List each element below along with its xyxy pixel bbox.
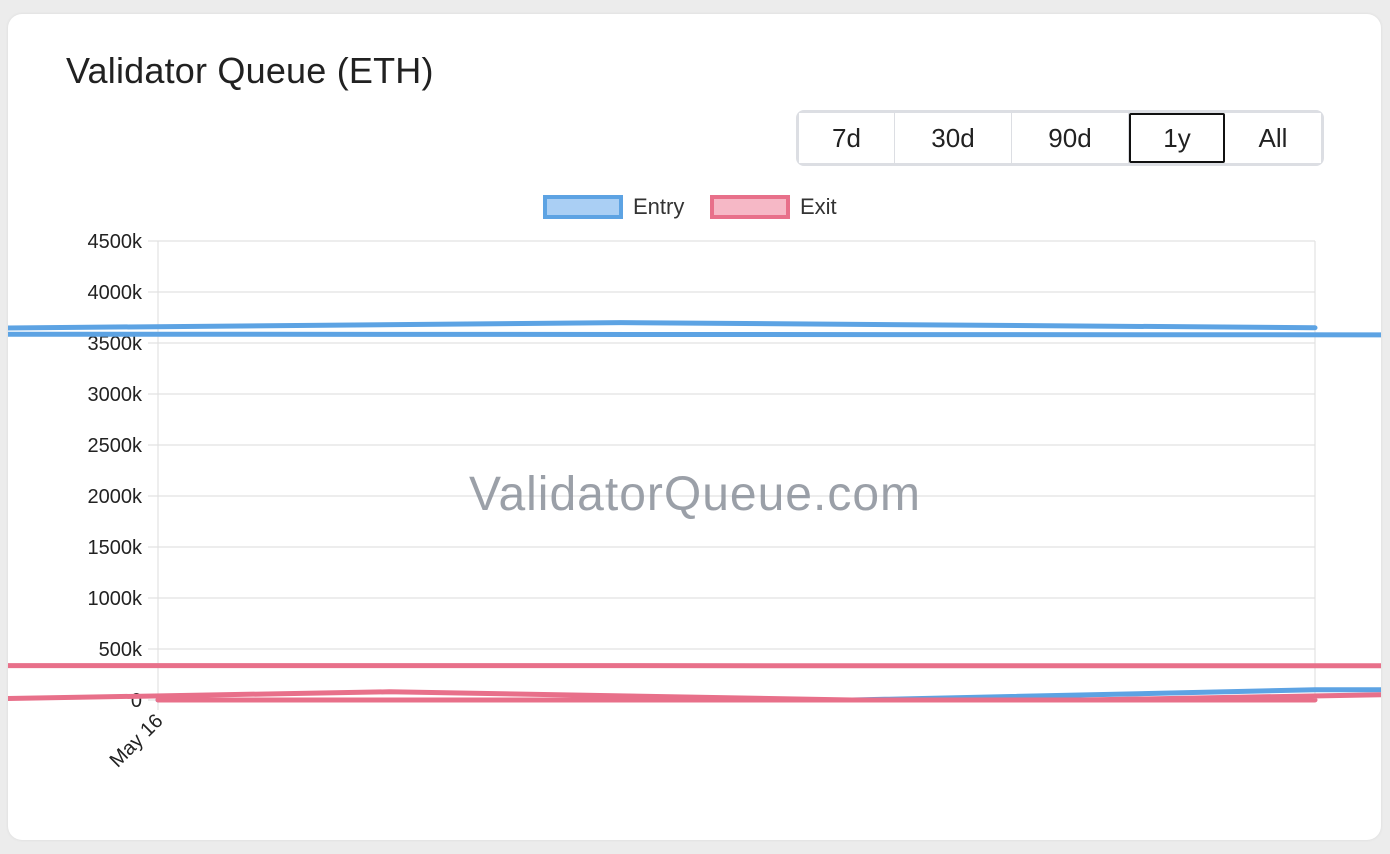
page-title: Validator Queue (ETH) [66,50,434,91]
watermark: ValidatorQueue.com [469,468,921,521]
y-tick-label: 500k [99,639,143,661]
legend-swatch-entry [543,195,623,219]
legend-item-exit[interactable]: Exit [710,194,837,220]
legend-label-exit: Exit [800,194,837,219]
range-button-30d[interactable]: 30d [895,113,1012,163]
y-tick-label: 4000k [88,282,143,304]
y-tick-label: 2000k [88,486,143,508]
x-tick-label: May 16 [106,710,168,772]
line-chart: 4500k 4000k 3500k 3000k 2500k 2000k 1500k 1000k… [8,231,1381,772]
legend-swatch-exit [710,195,790,219]
y-tick-label: 4500k [88,231,143,253]
time-range-selector: 7d 30d 90d 1y All [796,110,1324,166]
y-tick-label: 1500k [88,537,143,559]
range-button-all[interactable]: All [1225,113,1321,163]
y-tick-label: 3000k [88,384,143,406]
range-button-90d[interactable]: 90d [1012,113,1129,163]
y-tick-label: 2500k [88,435,143,457]
legend-item-entry[interactable]: Entry [543,194,684,220]
y-tick-label: 3500k [88,333,143,355]
y-tick-label: 0 [131,690,142,712]
chart-legend: Entry Exit [8,194,1381,224]
range-button-1y[interactable]: 1y [1129,113,1225,163]
chart-card: Validator Queue (ETH) 7d 30d 90d 1y All … [8,14,1381,840]
legend-label-entry: Entry [633,194,685,219]
y-tick-label: 1000k [88,588,143,610]
range-button-7d[interactable]: 7d [799,113,895,163]
